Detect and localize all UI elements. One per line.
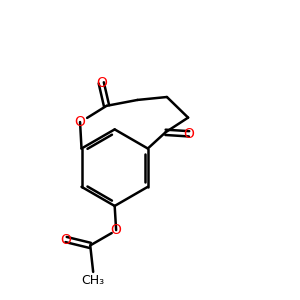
Text: O: O bbox=[61, 232, 71, 247]
Text: O: O bbox=[111, 223, 122, 237]
Text: O: O bbox=[184, 127, 194, 141]
Text: O: O bbox=[75, 115, 86, 129]
Text: O: O bbox=[96, 76, 107, 90]
Text: CH₃: CH₃ bbox=[82, 274, 105, 287]
